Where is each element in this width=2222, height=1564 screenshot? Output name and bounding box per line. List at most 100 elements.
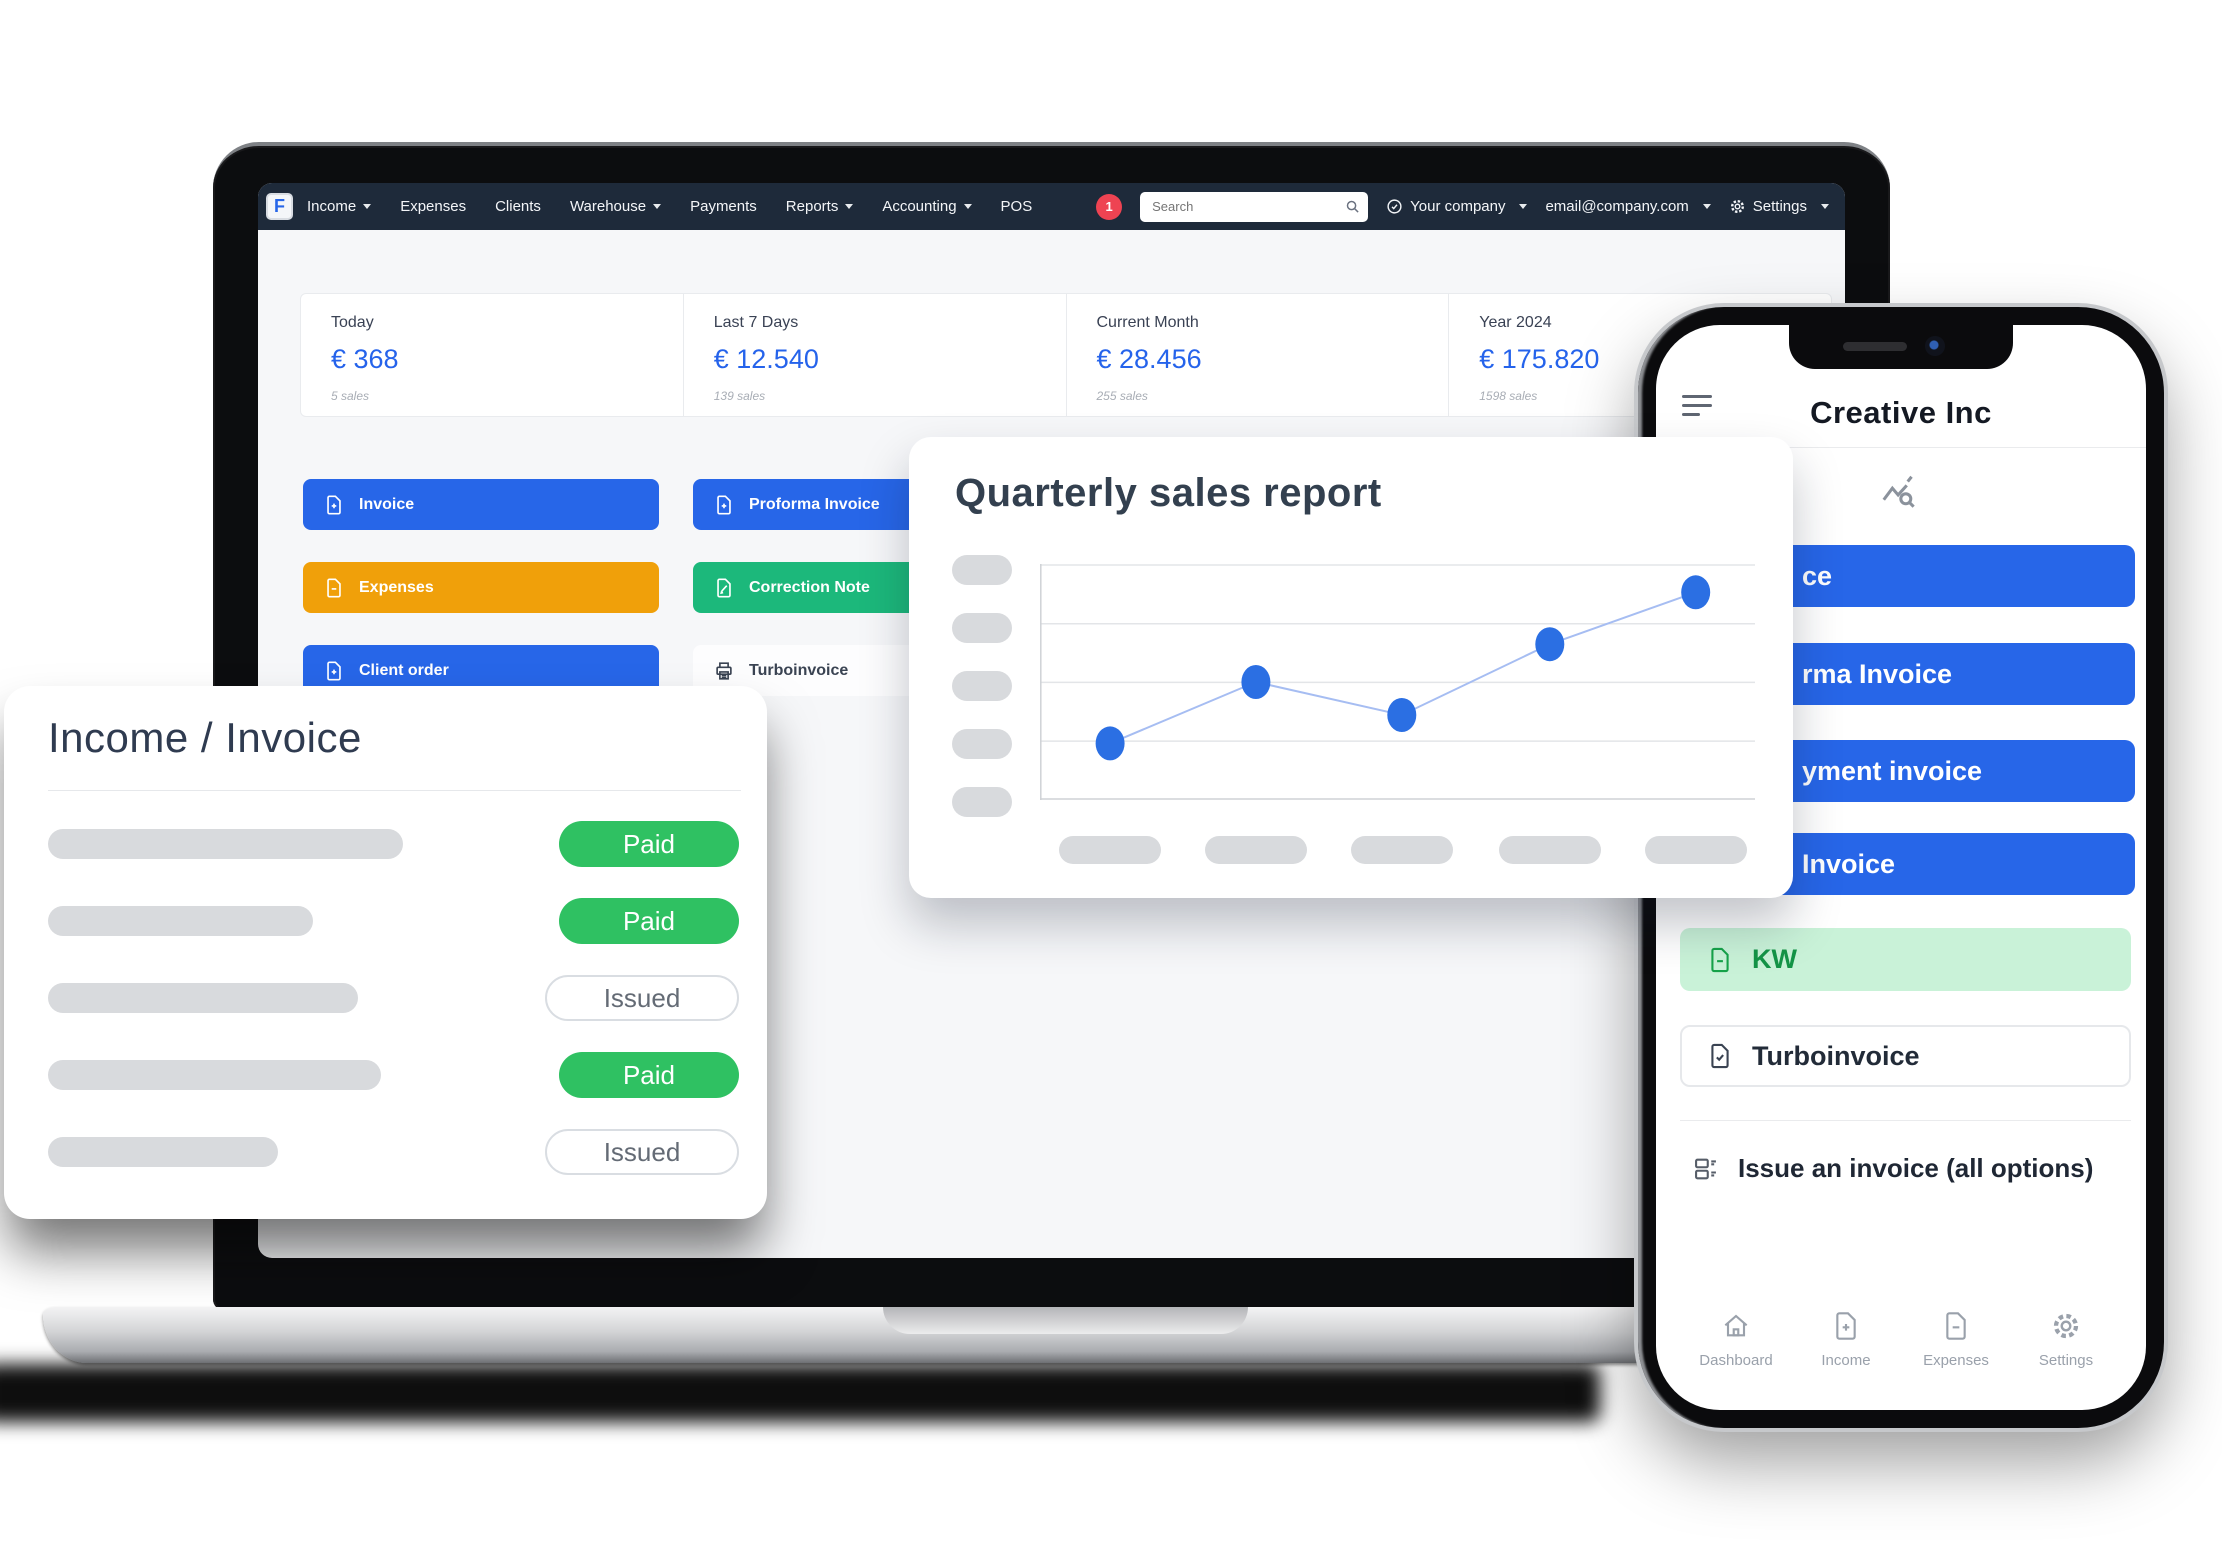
phone-camera xyxy=(1925,336,1945,356)
chevron-down-icon xyxy=(963,204,972,209)
phone-nav-settings[interactable]: Settings xyxy=(2020,1310,2112,1369)
company-switcher[interactable]: Your company xyxy=(1386,198,1528,215)
status-badge-paid: Paid xyxy=(559,898,739,944)
home-icon xyxy=(1720,1310,1752,1346)
phone-nav-dashboard[interactable]: Dashboard xyxy=(1690,1310,1782,1369)
stat-label: Today xyxy=(331,314,374,331)
skeleton-y-label xyxy=(952,729,1012,759)
chevron-down-icon xyxy=(845,204,854,209)
settings-menu[interactable]: Settings xyxy=(1729,198,1829,215)
gear-icon xyxy=(2050,1310,2082,1346)
report-card-title: Quarterly sales report xyxy=(955,471,1382,515)
skeleton-bar xyxy=(48,1060,381,1090)
phone-app-title: Creative Inc xyxy=(1810,395,1992,430)
document-check-icon xyxy=(1706,1042,1734,1070)
expenses-button[interactable]: Expenses xyxy=(303,562,659,613)
menu-item-payments[interactable]: Payments xyxy=(690,198,757,215)
menu-item-pos[interactable]: POS xyxy=(1000,198,1033,215)
stat-sub: 5 sales xyxy=(331,389,370,403)
document-plus-icon xyxy=(713,494,735,516)
search-input[interactable] xyxy=(1140,191,1369,222)
menu-item-warehouse[interactable]: Warehouse xyxy=(570,198,662,215)
phone-notch xyxy=(1789,325,2013,369)
stat-today: Today € 368 5 sales xyxy=(301,294,683,416)
laptop-shadow xyxy=(0,1364,1600,1422)
skeleton-x-label xyxy=(1205,836,1307,864)
menu-item-income[interactable]: Income xyxy=(307,198,372,215)
invoice-button[interactable]: Invoice xyxy=(303,479,659,530)
skeleton-x-label xyxy=(1059,836,1161,864)
stat-value: € 368 xyxy=(331,344,399,374)
skeleton-y-label xyxy=(952,555,1012,585)
phone-nav-expenses[interactable]: Expenses xyxy=(1910,1310,2002,1369)
document-edit-icon xyxy=(713,577,735,599)
chevron-down-icon xyxy=(1821,204,1829,209)
chevron-down-icon xyxy=(363,204,372,209)
skeleton-y-label xyxy=(952,671,1012,701)
sales-stats-card: Today € 368 5 sales Last 7 Days € 12.540… xyxy=(300,293,1832,417)
phone-turboinvoice-button[interactable]: Turboinvoice xyxy=(1680,1025,2131,1087)
check-circle-icon xyxy=(1386,198,1403,215)
document-plus-icon xyxy=(1830,1310,1862,1346)
skeleton-x-label xyxy=(1351,836,1453,864)
search-box xyxy=(1140,191,1369,222)
stat-label: Year 2024 xyxy=(1479,314,1552,331)
gear-icon xyxy=(1729,198,1746,215)
analytics-icon xyxy=(1656,471,2146,517)
menu-item-expenses[interactable]: Expenses xyxy=(400,198,467,215)
divider xyxy=(48,790,741,791)
app-logo[interactable]: F xyxy=(266,193,293,220)
stat-label: Current Month xyxy=(1096,314,1199,331)
document-minus-icon xyxy=(1940,1310,1972,1346)
phone-bottom-nav: Dashboard Income Expenses Settings xyxy=(1656,1310,2146,1369)
stat-value: € 12.540 xyxy=(713,344,819,374)
menu-item-reports[interactable]: Reports xyxy=(786,198,854,215)
chevron-down-icon xyxy=(653,204,662,209)
skeleton-y-label xyxy=(952,613,1012,643)
list-cards-icon xyxy=(1692,1155,1720,1183)
stat-last-7-days: Last 7 Days € 12.540 139 sales xyxy=(682,294,1066,416)
document-minus-icon xyxy=(1706,946,1734,974)
phone-nav-income[interactable]: Income xyxy=(1800,1310,1892,1369)
account-email[interactable]: email@company.com xyxy=(1545,198,1711,215)
skeleton-bar xyxy=(48,983,358,1013)
issue-invoice-all-options[interactable]: Issue an invoice (all options) xyxy=(1680,1153,2131,1184)
stat-value: € 175.820 xyxy=(1479,344,1600,374)
document-plus-icon xyxy=(323,660,345,682)
skeleton-bar xyxy=(48,829,403,859)
stat-label: Last 7 Days xyxy=(713,314,799,331)
stat-sub: 255 sales xyxy=(1096,389,1148,403)
income-invoice-card: Income / Invoice Paid Paid Issued Paid I… xyxy=(4,686,767,1219)
kw-button[interactable]: KW xyxy=(1680,928,2131,991)
search-icon[interactable] xyxy=(1345,199,1360,214)
menu-item-accounting[interactable]: Accounting xyxy=(882,198,972,215)
document-minus-icon xyxy=(323,577,345,599)
stat-value: € 28.456 xyxy=(1096,344,1202,374)
main-menu: Income Expenses Clients Warehouse Paymen… xyxy=(307,198,1032,215)
skeleton-y-label xyxy=(952,787,1012,817)
skeleton-bar xyxy=(48,906,313,936)
income-card-title: Income / Invoice xyxy=(48,714,362,761)
chevron-down-icon xyxy=(1519,204,1528,209)
sales-line-chart xyxy=(1040,564,1755,800)
status-badge-issued: Issued xyxy=(545,975,739,1021)
navbar-right-group: 1 Your company email@company.com xyxy=(1096,191,1845,222)
stat-sub: 139 sales xyxy=(713,389,766,403)
skeleton-x-label xyxy=(1499,836,1601,864)
skeleton-bar xyxy=(48,1137,278,1167)
menu-item-clients[interactable]: Clients xyxy=(495,198,541,215)
status-badge-paid: Paid xyxy=(559,1052,739,1098)
chart-points xyxy=(1095,575,1711,761)
status-badge-issued: Issued xyxy=(545,1129,739,1175)
printer-icon xyxy=(713,660,735,682)
quarterly-sales-report-card: Quarterly sales report xyxy=(909,437,1793,898)
chevron-down-icon xyxy=(1702,204,1711,209)
phone-speaker xyxy=(1843,342,1907,351)
notification-badge[interactable]: 1 xyxy=(1096,193,1123,220)
status-badge-paid: Paid xyxy=(559,821,739,867)
divider xyxy=(1680,1120,2131,1121)
stat-year-2024: Year 2024 € 175.820 1598 sales xyxy=(1448,294,1831,416)
laptop-base-notch xyxy=(883,1307,1248,1334)
hamburger-menu-icon[interactable] xyxy=(1682,395,1712,422)
